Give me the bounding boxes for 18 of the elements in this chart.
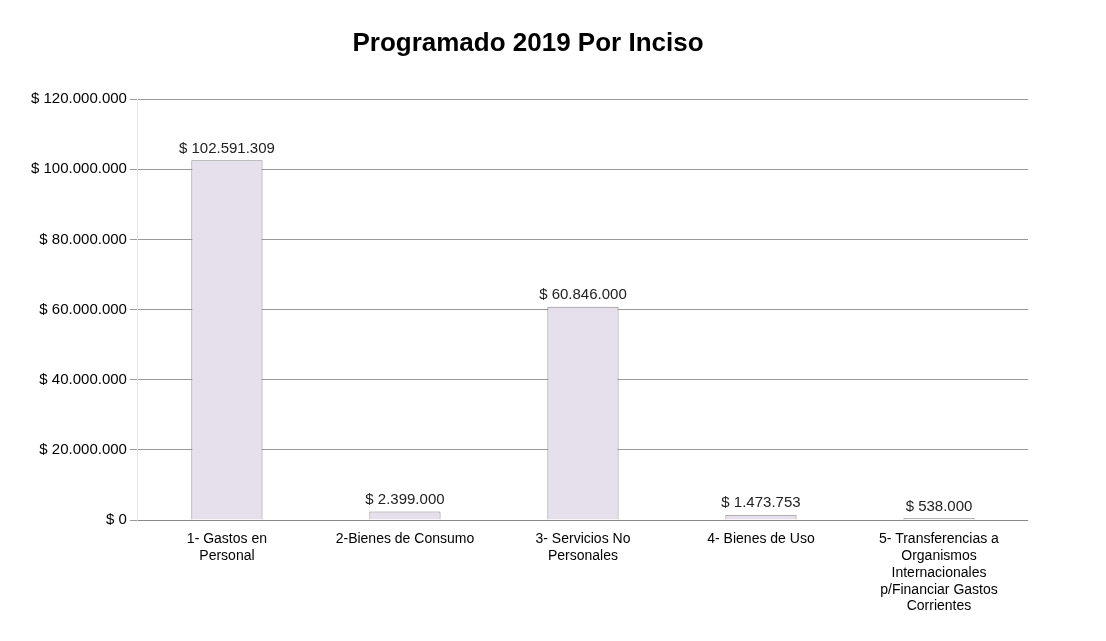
data-label: $ 102.591.309 [178, 138, 275, 156]
data-label: $ 60.846.000 [539, 285, 627, 303]
y-tick-label: $ 40.000.000 [39, 369, 127, 387]
y-tick-label: $ 120.000.000 [30, 89, 127, 107]
data-label: $ 2.399.000 [365, 490, 445, 508]
x-tick-label: 2-Bienes de Consumo [335, 530, 475, 547]
chart-title: Programado 2019 Por Inciso [352, 26, 704, 57]
x-tick-label: 4- Bienes de Uso [707, 530, 815, 547]
data-label: $ 538.000 [905, 496, 973, 514]
y-tick-label: $ 0 [106, 510, 127, 528]
y-tick-label: $ 80.000.000 [39, 229, 127, 247]
x-tick-label: 5- Transferencias a Organismos Internacionales p/Financiar Gastos Corrientes [879, 530, 1000, 614]
y-tick-label: $ 100.000.000 [30, 159, 127, 177]
y-tick-label: $ 60.000.000 [39, 299, 127, 317]
x-tick-label: 1- Gastos en Personal [186, 530, 268, 564]
data-label: $ 1.473.753 [721, 493, 801, 511]
y-tick-label: $ 20.000.000 [39, 440, 127, 458]
x-tick-label: 3- Servicios No Personales [535, 530, 631, 564]
